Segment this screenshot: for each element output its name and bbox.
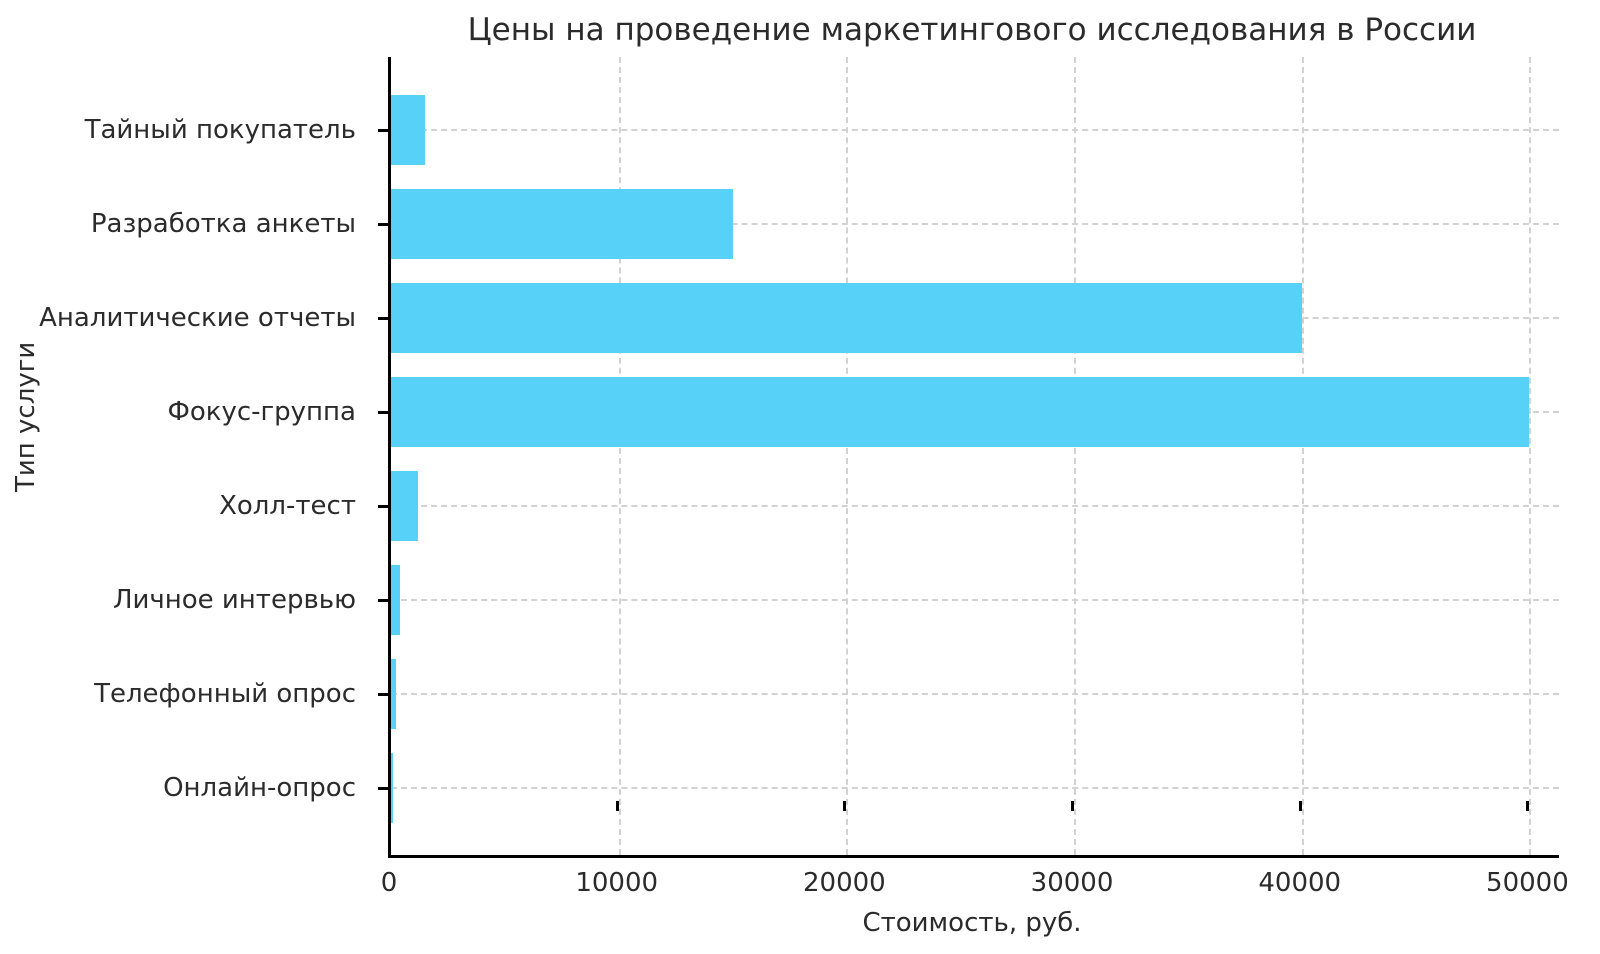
y-tick-label: Аналитические отчеты (39, 303, 356, 333)
gridline-vertical (1074, 57, 1077, 855)
x-tick-mark (843, 801, 847, 811)
y-tick-mark (378, 316, 388, 320)
x-tick-mark (1526, 801, 1530, 811)
x-tick-mark (1298, 801, 1302, 811)
y-tick-label: Разработка анкеты (90, 209, 356, 239)
bar (391, 753, 394, 823)
x-tick-label: 30000 (1030, 868, 1114, 898)
y-tick-label: Фокус-группа (167, 397, 356, 427)
bar (391, 283, 1302, 353)
bar (391, 95, 426, 165)
x-tick-mark (615, 801, 619, 811)
y-tick-mark (378, 504, 388, 508)
x-tick-label: 10000 (575, 868, 659, 898)
gridline-vertical (1529, 57, 1532, 855)
gridline-horizontal (391, 129, 1559, 131)
bar (391, 189, 733, 259)
gridline-vertical (846, 57, 849, 855)
x-axis-label: Стоимость, руб. (862, 908, 1082, 938)
bar (391, 377, 1530, 447)
plot-area (378, 57, 1559, 858)
gridline-horizontal (391, 505, 1559, 507)
y-tick-label: Личное интервью (112, 585, 356, 615)
gridline-horizontal (391, 599, 1559, 601)
y-tick-mark (378, 598, 388, 602)
y-tick-mark (378, 692, 388, 696)
y-tick-label: Холл-тест (219, 491, 356, 521)
chart-title: Цены на проведение маркетингового исслед… (467, 12, 1477, 48)
y-tick-mark (378, 222, 388, 226)
gridline-horizontal (391, 693, 1559, 695)
y-tick-mark (378, 128, 388, 132)
bar (391, 565, 401, 635)
x-tick-label: 40000 (1258, 868, 1342, 898)
y-axis-label: Тип услуги (11, 341, 41, 492)
x-tick-label: 50000 (1486, 868, 1569, 898)
x-tick-mark (1071, 801, 1075, 811)
gridline-horizontal (391, 787, 1559, 789)
y-tick-label: Онлайн-опрос (163, 773, 356, 803)
x-tick-mark (388, 801, 391, 811)
x-tick-label: 20000 (803, 868, 886, 898)
gridline-vertical (1301, 57, 1304, 855)
y-tick-label: Тайный покупатель (84, 115, 356, 145)
y-tick-label: Телефонный опрос (94, 679, 356, 709)
bar (391, 659, 396, 729)
gridline-horizontal (391, 223, 1559, 225)
y-tick-mark (378, 410, 388, 414)
y-tick-mark (378, 786, 388, 790)
bar (391, 471, 419, 541)
x-tick-label: 0 (380, 868, 398, 898)
gridline-vertical (618, 57, 621, 855)
